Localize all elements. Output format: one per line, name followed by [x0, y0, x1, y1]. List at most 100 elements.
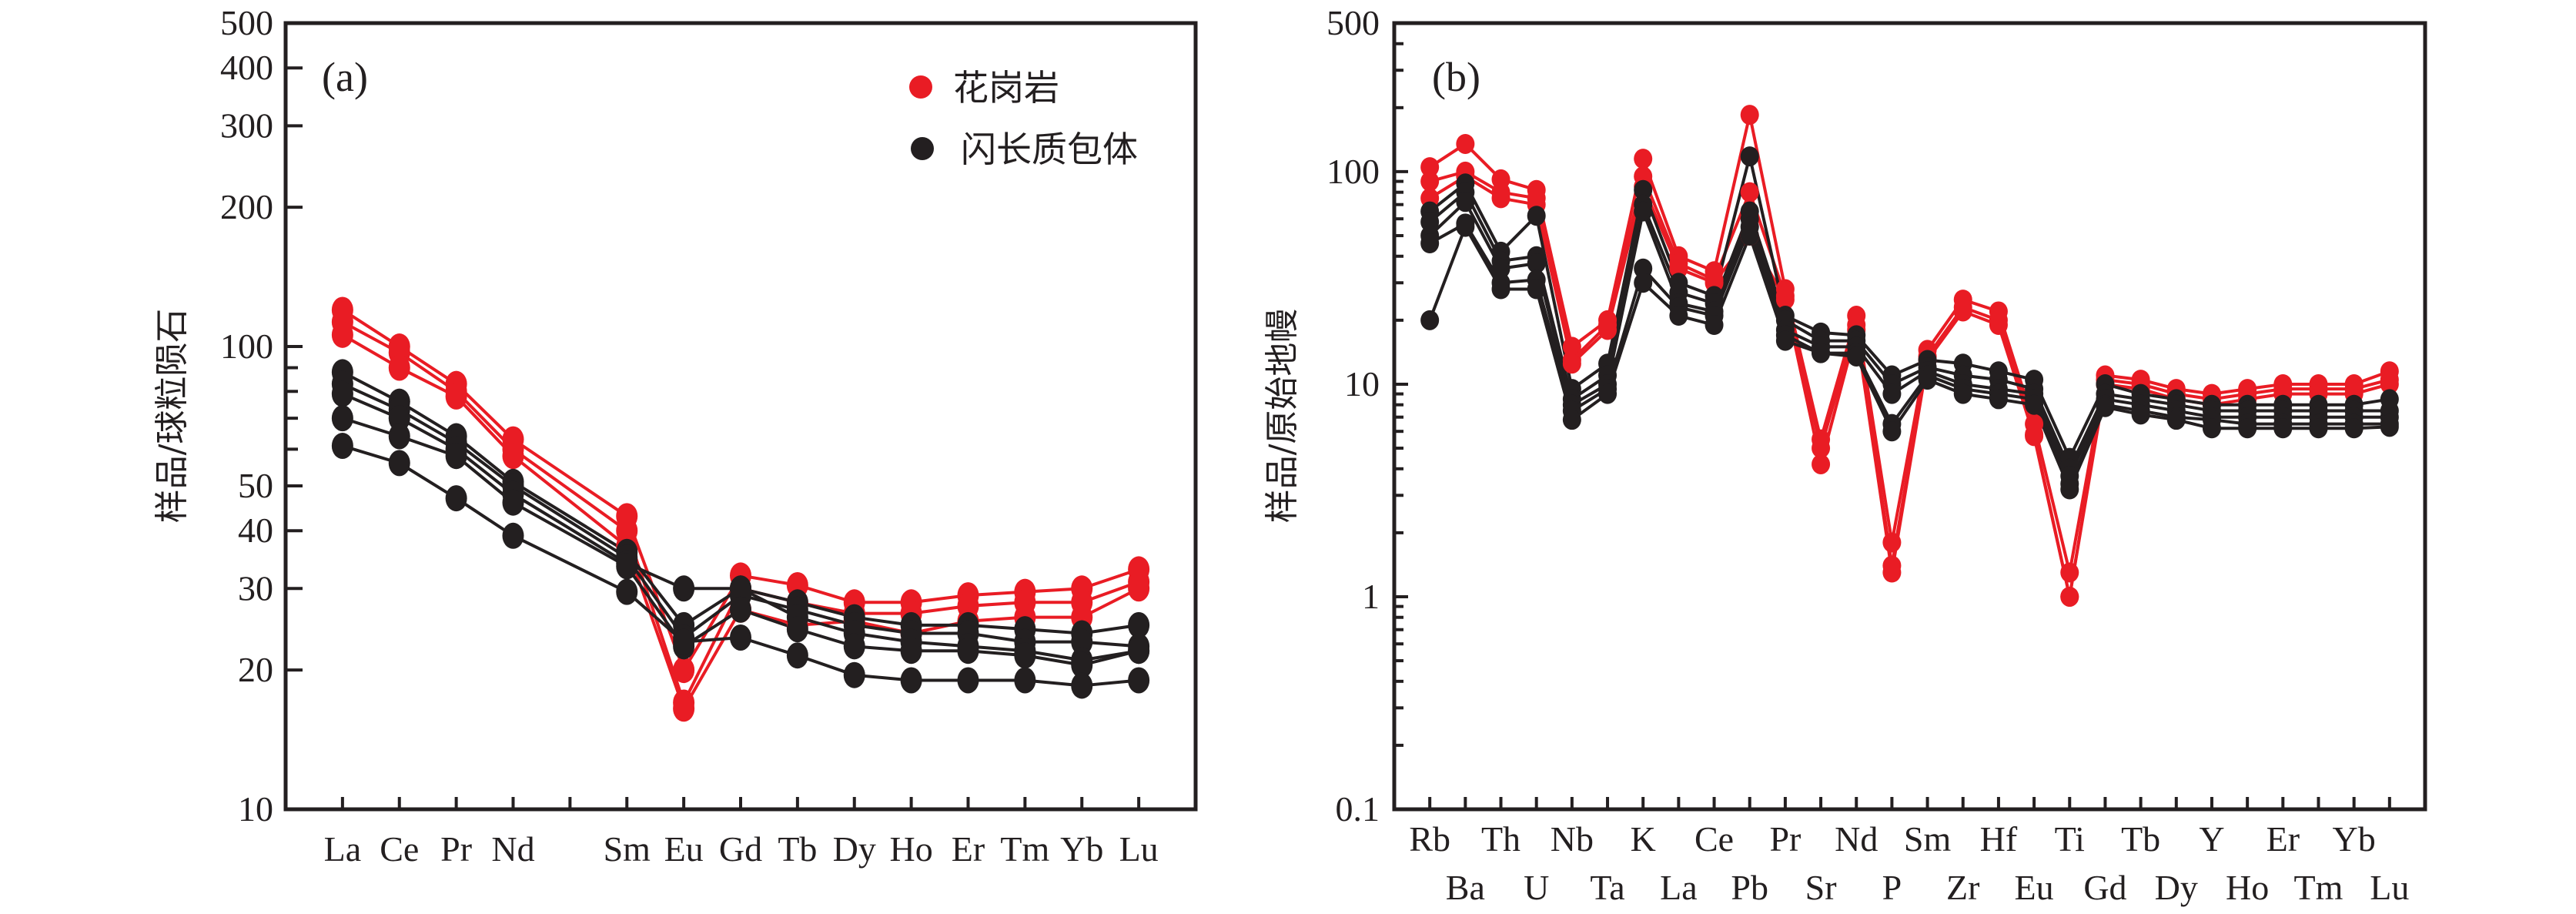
data-point-granite [1420, 157, 1440, 178]
y-tick-label: 50 [238, 466, 273, 505]
data-point-enclave [1071, 628, 1093, 655]
data-point-enclave [1989, 389, 2008, 410]
data-point-granite [1989, 315, 2008, 336]
y-axis-b: 0.1 1 10 100 500 [1326, 3, 1408, 829]
data-point-enclave [1527, 206, 1546, 226]
data-point-granite [2025, 426, 2044, 447]
x-tick-label: Ta [1590, 868, 1624, 907]
data-point-enclave [331, 405, 353, 432]
x-tick-label: Er [952, 829, 985, 869]
data-point-granite [1128, 575, 1150, 602]
x-tick-label: Ti [2055, 819, 2085, 859]
data-point-enclave [786, 642, 808, 669]
legend-label-granite: 花岗岩 [953, 67, 1059, 109]
data-point-enclave [1953, 383, 1972, 404]
data-point-enclave [2344, 418, 2364, 439]
y-tick-label: 300 [220, 105, 273, 145]
data-point-granite [673, 657, 695, 684]
x-tick-label: Sr [1805, 868, 1837, 907]
data-point-enclave [616, 553, 638, 580]
data-point-granite [1420, 171, 1440, 192]
y-tick-label: 0.1 [1336, 789, 1380, 829]
x-tick-label: Er [2267, 819, 2300, 859]
data-point-enclave [2131, 404, 2150, 425]
series-line-enclave [1429, 222, 2390, 486]
data-point-enclave [673, 575, 695, 602]
y-tick-label: 40 [238, 511, 273, 550]
data-point-enclave [957, 638, 979, 665]
series-points-a [331, 296, 1150, 722]
x-tick-label: Sm [604, 829, 651, 869]
legend-label-enclave: 闪长质包体 [961, 129, 1138, 170]
x-tick-label: Nb [1551, 819, 1594, 859]
series-line-enclave [1428, 155, 2390, 460]
series-line-granite [1429, 113, 2390, 574]
data-point-enclave [2309, 418, 2328, 439]
y-tick-label: 500 [220, 3, 273, 42]
y-tick-label: 200 [220, 187, 273, 226]
data-point-enclave [1634, 258, 1653, 279]
data-point-granite [1775, 290, 1795, 310]
data-point-enclave [2025, 394, 2044, 415]
data-point-granite [1562, 353, 1581, 374]
y-tick-label: 400 [220, 48, 273, 87]
data-point-enclave [502, 489, 524, 516]
data-point-enclave [1420, 310, 1440, 330]
x-tick-label: Tb [778, 829, 817, 869]
x-tick-label: Ho [2226, 868, 2269, 907]
data-point-enclave [445, 443, 467, 470]
x-tick-label: Nd [1835, 819, 1878, 859]
data-point-enclave [1128, 638, 1150, 665]
data-point-granite [388, 354, 410, 381]
y-tick-label: 10 [238, 789, 273, 829]
data-point-enclave [900, 638, 922, 665]
data-point-enclave [331, 433, 353, 460]
x-tick-label: Tm [1000, 829, 1049, 869]
x-tick-label: Yb [1060, 829, 1103, 869]
data-point-enclave [1740, 226, 1759, 246]
data-point-enclave [502, 522, 524, 549]
series-line-enclave [1428, 190, 2390, 470]
data-point-enclave [843, 661, 865, 688]
data-point-enclave [1634, 201, 1653, 222]
data-point-enclave [2273, 418, 2293, 439]
data-point-enclave [1740, 146, 1759, 167]
x-tick-label: Sm [1904, 819, 1952, 859]
y-tick-label: 500 [1326, 3, 1380, 42]
x-tick-label: Hf [1980, 819, 2018, 859]
panel-label-a: (a) [322, 54, 368, 100]
x-tick-label: Dy [833, 829, 876, 869]
data-point-enclave [1527, 279, 1546, 300]
data-point-enclave [2096, 397, 2115, 417]
panel-a: 10 20 30 40 50 100 200 300 400 500 La Ce Pr Nd Sm Eu Gd… [152, 3, 1198, 869]
data-point-granite [1882, 562, 1902, 583]
series-line-enclave [1428, 225, 2390, 491]
x-tick-label: Yb [2333, 819, 2376, 859]
y-tick-label: 20 [238, 650, 273, 689]
data-point-enclave [331, 380, 353, 407]
x-tick-label: Ho [890, 829, 933, 869]
data-point-enclave [1014, 667, 1036, 694]
x-tick-label: Dy [2155, 868, 2198, 907]
data-point-granite [2380, 373, 2399, 394]
x-tick-label: Eu [2015, 868, 2054, 907]
x-tick-label: Ce [1694, 819, 1734, 859]
data-point-enclave [616, 578, 638, 605]
data-point-enclave [388, 423, 410, 450]
data-point-enclave [957, 667, 979, 694]
x-tick-label: Tm [2294, 868, 2343, 907]
x-tick-label: Gd [719, 829, 762, 869]
data-point-enclave [1812, 343, 1831, 363]
series-lines-b [1428, 113, 2390, 598]
data-point-enclave [1491, 279, 1510, 300]
x-tick-label: Ce [380, 829, 419, 869]
x-tick-label: Pr [1769, 819, 1801, 859]
data-point-enclave [2060, 479, 2079, 500]
data-point-enclave [1014, 642, 1036, 669]
y-axis-title-b: 样品/原始地幔 [1263, 309, 1302, 524]
data-point-enclave [388, 405, 410, 432]
panel-label-b: (b) [1432, 54, 1480, 100]
data-point-granite [1882, 532, 1902, 553]
data-point-enclave [786, 616, 808, 643]
x-tick-label: Zr [1946, 868, 1979, 907]
